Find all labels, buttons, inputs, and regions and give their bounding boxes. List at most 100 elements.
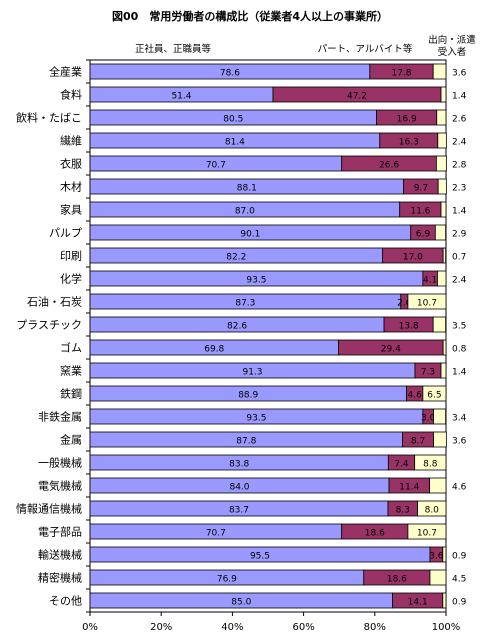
data-label: 4.1 — [423, 276, 437, 286]
data-label: 82.6 — [227, 322, 247, 332]
x-tick-label: 80% — [364, 622, 386, 633]
data-label: 82.2 — [226, 253, 246, 263]
data-label: 8.7 — [411, 437, 425, 447]
bar-segment — [432, 316, 447, 333]
category-label: 衣服 — [60, 157, 82, 171]
data-label: 3.6 — [452, 69, 467, 79]
bar-segment — [433, 431, 447, 448]
plot-area: 0% 20% 40% 60% 80% 100% 全産業 78.6 17.8 3.6 食料 51.4 47… — [16, 59, 467, 633]
bar-segment — [414, 454, 447, 471]
data-label: 95.5 — [250, 552, 270, 562]
data-label: 7.4 — [394, 460, 409, 470]
bar-segment — [417, 500, 447, 517]
category-label: 飲料・たばこ — [16, 111, 82, 125]
category-label: 金属 — [60, 433, 82, 447]
category-label: ゴム — [60, 341, 82, 355]
bar-segment — [407, 293, 447, 310]
bar-segment — [440, 201, 447, 218]
data-label: 18.6 — [387, 575, 407, 585]
category-label: パルプ — [49, 227, 82, 240]
data-label: 0.9 — [452, 598, 467, 608]
category-label: 情報通信機械 — [16, 502, 82, 516]
data-label: 7.3 — [421, 368, 435, 378]
data-label: 13.8 — [399, 322, 419, 332]
data-label: 6.5 — [427, 391, 441, 401]
legend-label-dispatch: 出向・派遣受入者 — [428, 34, 476, 58]
data-label: 83.7 — [229, 506, 249, 516]
data-label: 17.8 — [391, 69, 411, 79]
data-label: 2.8 — [452, 161, 467, 171]
data-label: 3.5 — [452, 322, 466, 332]
category-label: 石油・石炭 — [27, 295, 82, 309]
data-label: 85.0 — [231, 598, 251, 608]
data-label: 70.7 — [206, 161, 226, 171]
data-label: 2.4 — [452, 276, 467, 286]
category-label: 電気機械 — [38, 479, 82, 493]
data-label: 51.4 — [171, 92, 191, 102]
data-label: 2.6 — [452, 115, 467, 125]
data-label: 3.4 — [452, 414, 467, 424]
data-label: 29.4 — [381, 345, 401, 355]
data-label: 9.7 — [414, 184, 428, 194]
data-label: 70.7 — [206, 529, 226, 539]
category-label: 窯業 — [60, 364, 82, 378]
data-label: 10.7 — [417, 529, 437, 539]
data-label: 1.4 — [452, 207, 467, 217]
data-label: 1.4 — [452, 92, 467, 102]
category-label: その他 — [49, 595, 82, 608]
bar-segment — [432, 63, 447, 80]
data-label: 0.8 — [452, 345, 467, 355]
data-label: 47.2 — [347, 92, 367, 102]
data-label: 83.8 — [229, 460, 249, 470]
data-label: 76.9 — [217, 575, 237, 585]
legend-label-parttime: パート、アルバイト等 — [318, 43, 413, 55]
bar-segment — [442, 247, 447, 264]
bar-segment — [435, 155, 447, 172]
bar-segment — [442, 546, 447, 563]
data-label: 91.3 — [242, 368, 262, 378]
data-label: 8.3 — [396, 506, 410, 516]
category-label: 全産業 — [49, 65, 82, 79]
data-label: 2.9 — [452, 230, 467, 240]
category-label: 一般機械 — [38, 456, 82, 470]
category-label: 家具 — [60, 203, 82, 217]
data-label: 2.4 — [452, 138, 467, 148]
data-label: 87.0 — [235, 207, 255, 217]
bar-segment — [429, 477, 447, 494]
bar-segment — [407, 523, 447, 540]
data-label: 4.6 — [408, 391, 423, 401]
data-label: 81.4 — [225, 138, 245, 148]
data-label: 16.3 — [399, 138, 419, 148]
category-label: 電子部品 — [38, 525, 82, 539]
data-label: 1.4 — [452, 368, 467, 378]
bar-segment — [440, 86, 447, 103]
data-label: 0.7 — [452, 253, 466, 263]
data-label: 11.6 — [410, 207, 430, 217]
data-label: 93.5 — [246, 414, 266, 424]
category-label: 非鉄金属 — [38, 410, 82, 424]
bar-segment — [440, 362, 447, 379]
category-label: 木材 — [60, 180, 82, 194]
legend-label-regular: 正社員、正職員等 — [135, 43, 212, 55]
bar-segment — [422, 385, 447, 402]
data-label: 93.5 — [246, 276, 266, 286]
data-label: 10.7 — [417, 299, 437, 309]
bar-segment — [429, 569, 447, 586]
category-label: プラスチック — [16, 319, 82, 332]
category-label: 繊維 — [60, 135, 82, 148]
data-label: 88.9 — [238, 391, 258, 401]
chart-title: 図00 常用労働者の構成比（従業者4人以上の事業所） — [112, 9, 388, 23]
data-label: 3.6 — [452, 437, 467, 447]
category-label: 輸送機械 — [38, 548, 82, 562]
data-label: 88.1 — [237, 184, 257, 194]
data-label: 6.9 — [416, 230, 431, 240]
data-label: 26.6 — [379, 161, 399, 171]
x-tick-label: 60% — [292, 622, 314, 633]
data-label: 87.8 — [236, 437, 256, 447]
data-label: 8.0 — [425, 506, 440, 516]
data-label: 14.1 — [408, 598, 428, 608]
data-label: 78.6 — [220, 69, 240, 79]
data-label: 8.8 — [423, 460, 438, 470]
data-label: 18.6 — [365, 529, 385, 539]
